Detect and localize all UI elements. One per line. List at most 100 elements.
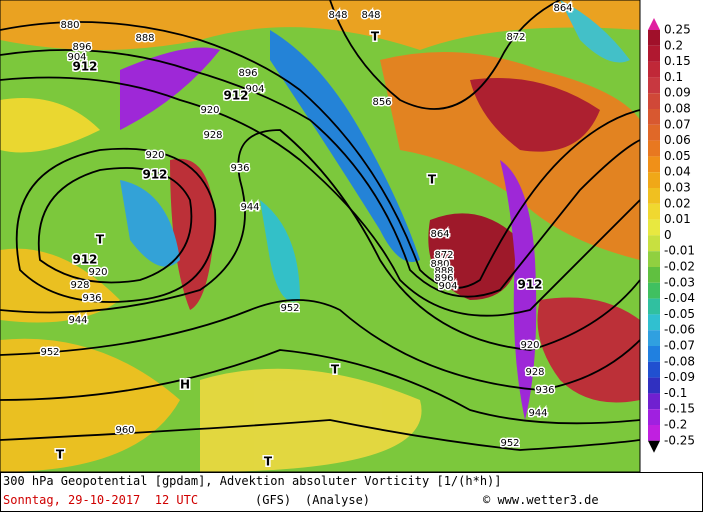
colorbar-band xyxy=(648,267,660,283)
colorbar-label: -0.04 xyxy=(664,291,695,305)
geopotential-contours xyxy=(0,0,641,451)
colorbar-label: 0.03 xyxy=(664,181,691,195)
colorbar-band xyxy=(648,93,660,109)
caption-model: (GFS) xyxy=(255,493,292,507)
contour-label: 912 xyxy=(223,89,248,103)
colorbar-label: -0.02 xyxy=(664,260,695,274)
colorbar: 0.250.2 0.15 0.1 0.09 0.080.07 0.06 0.05 0.04 0.… xyxy=(648,23,695,453)
colorbar-label: 0.02 xyxy=(664,196,691,210)
contour-label: 944 xyxy=(68,315,87,326)
colorbar-label: -0.08 xyxy=(664,354,695,368)
colorbar-band xyxy=(648,330,660,346)
map-frame xyxy=(0,0,641,472)
contour-label: 936 xyxy=(535,385,554,396)
contour-label: 936 xyxy=(230,163,249,174)
contour-label: T xyxy=(331,363,340,377)
colorbar-label: -0.09 xyxy=(664,370,695,384)
contour-label: 912 xyxy=(72,60,97,74)
colorbar-band xyxy=(648,124,660,141)
colorbar-band xyxy=(648,361,660,378)
contour-label: 880 xyxy=(60,20,79,31)
colorbar-label: -0.07 xyxy=(664,339,695,353)
caption-line: 300 hPa Geopotential [gpdam], Advektion … xyxy=(3,474,502,488)
colorbar-band xyxy=(648,346,660,362)
contour-label: T xyxy=(428,173,437,187)
colorbar-label: 0.07 xyxy=(664,117,691,131)
colorbar-label: 0.25 xyxy=(664,23,691,37)
contour-label: 888 xyxy=(434,266,453,277)
caption-date: Sonntag, 29-10-2017 12 UTC xyxy=(3,493,199,507)
vorticity-field xyxy=(0,0,640,472)
contour-label: 936 xyxy=(82,293,101,304)
contour-label: 904 xyxy=(438,281,457,292)
colorbar-label: 0.04 xyxy=(664,165,691,179)
contour-label: 896 xyxy=(72,42,91,53)
contour-label: 896 xyxy=(238,68,257,79)
colorbar-label: 0.08 xyxy=(664,102,691,116)
contour-label: 952 xyxy=(280,303,299,314)
colorbar-label: 0.09 xyxy=(664,86,691,100)
colorbar-band xyxy=(648,61,660,78)
colorbar-label: 0 xyxy=(664,228,672,242)
colorbar-label: -0.01 xyxy=(664,244,695,258)
colorbar-label: -0.05 xyxy=(664,307,695,321)
contour-label: T xyxy=(264,455,273,469)
caption-run: (Analyse) xyxy=(305,493,371,507)
colorbar-label: -0.06 xyxy=(664,323,695,337)
contour-label: T xyxy=(56,448,65,462)
contour-label: 848 xyxy=(328,10,347,21)
colorbar-band xyxy=(648,298,660,315)
colorbar-band xyxy=(648,77,660,94)
contour-label: 928 xyxy=(525,367,544,378)
caption-credit: © www.wetter3.de xyxy=(483,493,599,507)
colorbar-band xyxy=(648,109,660,125)
contour-label: 872 xyxy=(506,32,525,43)
contour-label: H xyxy=(180,378,190,392)
colorbar-band xyxy=(648,30,660,46)
contour-label: 920 xyxy=(200,105,219,116)
colorbar-band xyxy=(648,251,660,267)
colorbar-label: -0.15 xyxy=(664,402,695,416)
contour-label: 864 xyxy=(553,3,572,14)
colorbar-label: 0.15 xyxy=(664,54,691,68)
colorbar-label: -0.2 xyxy=(664,418,687,432)
colorbar-label: 0.05 xyxy=(664,149,691,163)
contour-label: 896 xyxy=(434,273,453,284)
colorbar-band xyxy=(648,409,660,425)
colorbar-band xyxy=(648,188,660,204)
colorbar-band xyxy=(648,393,660,410)
colorbar-label: 0.2 xyxy=(664,38,683,52)
colorbar-band xyxy=(648,425,660,441)
colorbar-band xyxy=(648,219,660,236)
contour-label: 888 xyxy=(135,33,154,44)
contour-label: 912 xyxy=(517,278,542,292)
contour-label: 920 xyxy=(145,150,164,161)
colorbar-bottom-cap xyxy=(648,440,660,453)
contour-label: 928 xyxy=(70,280,89,291)
colorbar-label: 0.01 xyxy=(664,212,691,226)
colorbar-band xyxy=(648,377,660,394)
contour-label: 920 xyxy=(88,267,107,278)
contour-label: 912 xyxy=(142,168,167,182)
contour-label: 872 xyxy=(434,250,453,261)
colorbar-band xyxy=(648,203,660,220)
colorbar-band xyxy=(648,282,660,299)
colorbar-label: -0.25 xyxy=(664,433,695,447)
contour-label: 880 xyxy=(430,259,449,270)
contour-label: T xyxy=(371,30,380,44)
contour-label: T xyxy=(96,233,105,247)
contour-label: 856 xyxy=(372,97,391,108)
contour-label: 848 xyxy=(361,10,380,21)
colorbar-label: -0.03 xyxy=(664,275,695,289)
contour-label: 944 xyxy=(240,202,259,213)
contour-label: 952 xyxy=(40,347,59,358)
colorbar-label: 0.1 xyxy=(664,70,683,84)
contour-label: 952 xyxy=(500,438,519,449)
colorbar-band xyxy=(648,156,660,173)
contour-label: 912 xyxy=(72,253,97,267)
colorbar-label: 0.06 xyxy=(664,133,691,147)
colorbar-band xyxy=(648,45,660,62)
colorbar-band xyxy=(648,172,660,188)
